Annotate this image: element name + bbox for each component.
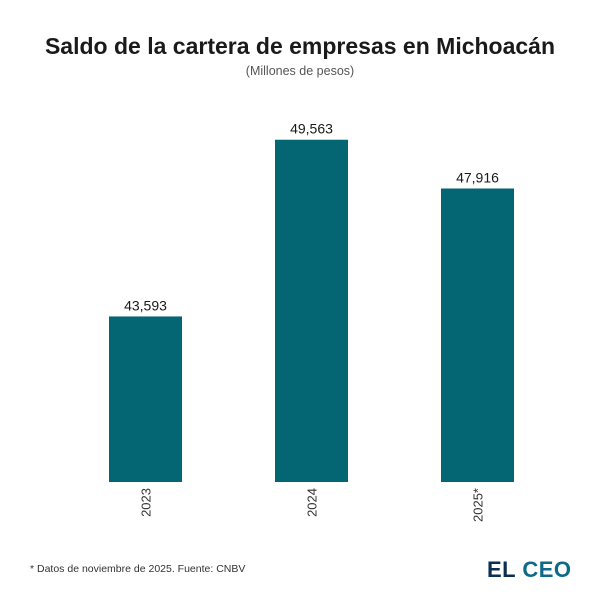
x-tick-label-2025*: 2025* xyxy=(471,488,486,522)
chart-title: Saldo de la cartera de empresas en Micho… xyxy=(44,33,556,59)
logo-text-el: EL xyxy=(487,557,516,582)
data-label-2025*: 47,916 xyxy=(456,169,499,185)
brand-logo: EL CEO xyxy=(487,557,572,583)
x-tick-label-2024: 2024 xyxy=(305,488,320,517)
bar-2023 xyxy=(109,316,182,482)
footnote: * Datos de noviembre de 2025. Fuente: CN… xyxy=(30,563,246,575)
x-tick-label-2023: 2023 xyxy=(139,488,154,517)
chart-subtitle: (Millones de pesos) xyxy=(245,64,355,78)
data-label-2023: 43,593 xyxy=(124,297,167,313)
logo-text-ceo: CEO xyxy=(522,557,572,582)
bar-2025* xyxy=(441,188,514,483)
bar-2024 xyxy=(275,139,348,482)
data-label-2024: 49,563 xyxy=(290,121,333,137)
